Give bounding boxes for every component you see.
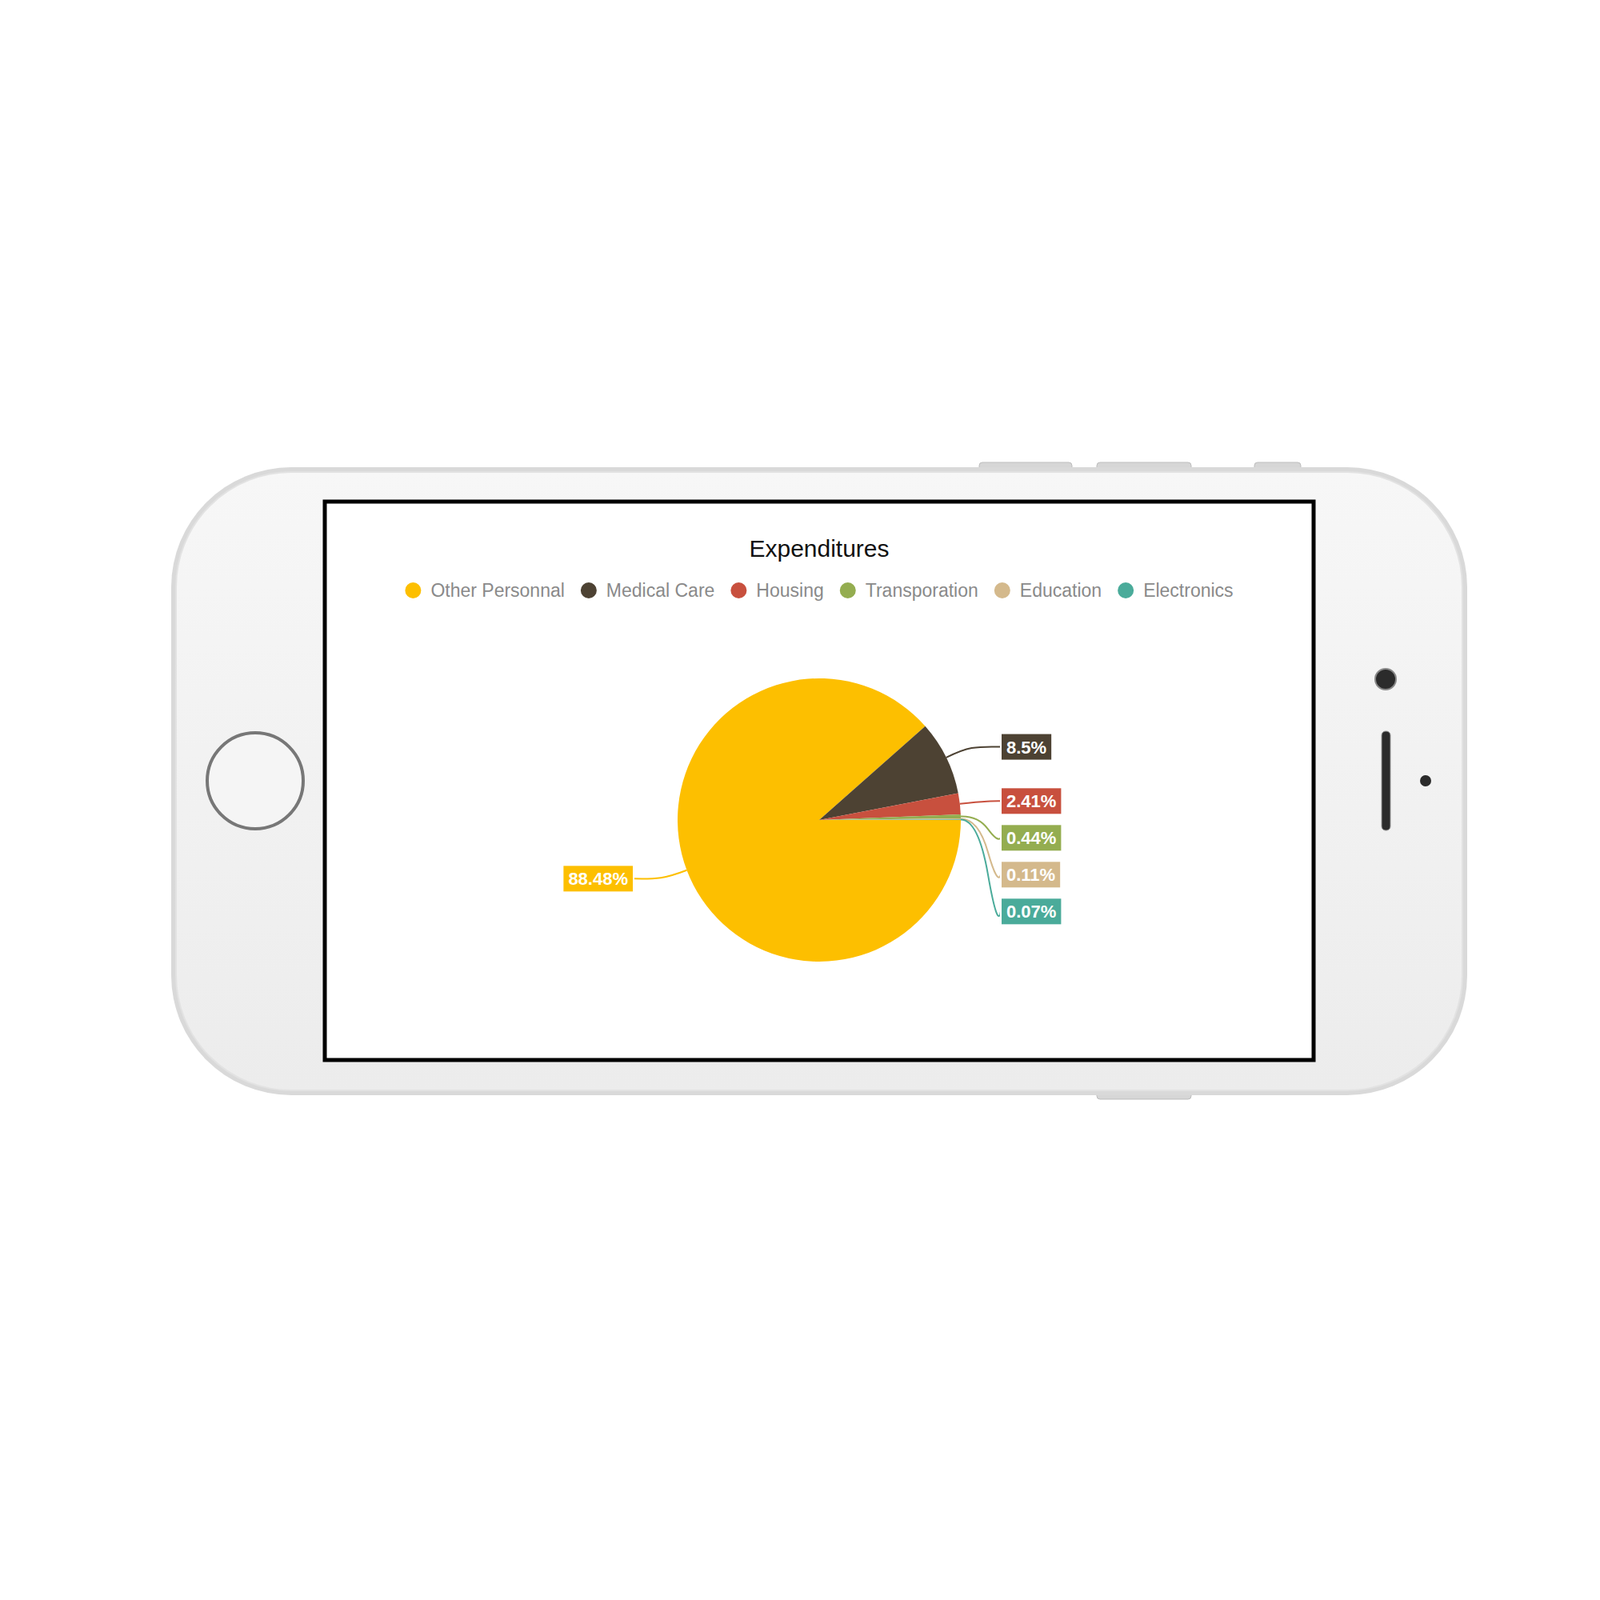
data-label: 0.44% — [1000, 824, 1062, 852]
legend-label: Electronics — [1143, 580, 1233, 601]
data-label-box — [1000, 897, 1062, 925]
phone-body — [176, 472, 1463, 1091]
legend-marker — [1117, 582, 1134, 599]
slice — [819, 814, 961, 820]
home-button — [207, 732, 304, 829]
legend-item: Transporation — [840, 580, 979, 601]
legend-label: Education — [1020, 580, 1102, 601]
leader-line — [633, 870, 687, 880]
data-label-text: 88.48% — [568, 868, 628, 889]
data-label: 2.41% — [1000, 787, 1062, 815]
legend-marker — [994, 582, 1011, 599]
data-label-box — [1000, 787, 1062, 815]
title: Expenditures — [748, 535, 889, 562]
data-label-text: 2.41% — [1006, 791, 1056, 812]
data-labels: 88.48% 8.5% 2.41% 0.44% 0.11% 0.07% — [562, 733, 1062, 926]
legend-marker — [840, 582, 856, 599]
phone-edge — [171, 467, 1468, 1096]
data-label-box — [1000, 733, 1052, 761]
slice — [677, 678, 961, 962]
data-label-text: 0.07% — [1006, 901, 1056, 922]
leader-line — [960, 820, 1001, 916]
slices — [677, 678, 961, 962]
data-label-box — [1000, 860, 1061, 888]
legend-label: Transporation — [865, 580, 979, 601]
legend-marker — [404, 582, 421, 599]
legend-marker — [580, 582, 597, 599]
legend-label: Medical Care — [606, 580, 716, 601]
data-label-text: 0.44% — [1006, 828, 1056, 848]
screen — [324, 501, 1314, 1060]
legend-item: Electronics — [1117, 580, 1233, 601]
data-label-text: 0.11% — [1006, 864, 1056, 885]
data-label: 88.48% — [562, 864, 634, 892]
chart: Expenditures Other Personnal Medical Care H… — [404, 535, 1233, 962]
leader-line — [960, 819, 1001, 878]
legend-marker — [730, 582, 747, 599]
leader-line — [946, 746, 1001, 757]
slice — [819, 818, 961, 820]
phone — [171, 462, 1468, 1100]
legend: Other Personnal Medical Care Housing Transp… — [404, 580, 1233, 601]
data-label: 0.11% — [1000, 860, 1061, 888]
legend-item: Education — [994, 580, 1102, 601]
data-label: 8.5% — [1000, 733, 1052, 761]
page: Expenditures Other Personnal Medical Care H… — [0, 0, 1600, 1600]
sensor — [1420, 775, 1432, 787]
legend-item: Other Personnal — [404, 580, 564, 601]
legend-item: Housing — [730, 580, 824, 601]
leader-line — [960, 800, 1001, 804]
data-label-box — [1000, 824, 1062, 852]
speaker — [1381, 731, 1391, 831]
legend-label: Housing — [756, 580, 824, 601]
camera — [1375, 668, 1396, 690]
data-label-box — [562, 864, 634, 892]
data-label-text: 8.5% — [1006, 737, 1047, 758]
slice — [819, 793, 961, 820]
data-label: 0.07% — [1000, 897, 1062, 925]
legend-item: Medical Care — [580, 580, 716, 601]
slice — [819, 819, 961, 821]
legend-label: Other Personnal — [430, 580, 564, 601]
